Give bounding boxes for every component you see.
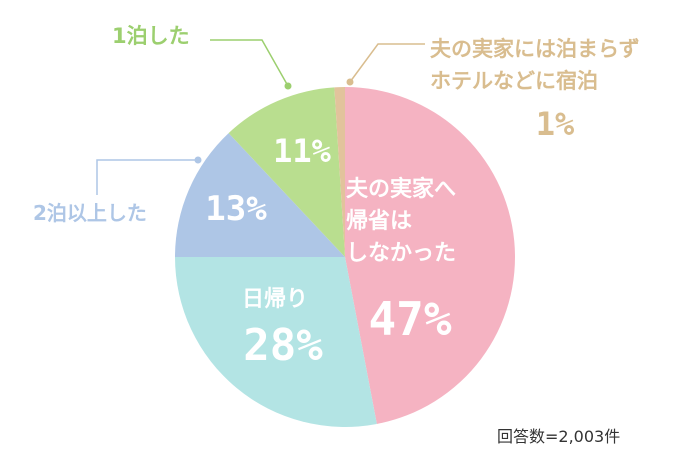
leader-line: [349, 43, 425, 83]
slice-value-label: 11%: [273, 132, 332, 170]
slice-label-line: 帰省は: [346, 209, 412, 234]
leader-line: [210, 39, 289, 87]
slice-label-line: 夫の実家へ: [346, 176, 456, 202]
slice-value-label: 13%: [205, 189, 267, 229]
slice-label-line: ホテルなどに宿泊: [430, 69, 598, 93]
slice-value-label: 47%: [368, 292, 451, 346]
leader-line: [96, 159, 198, 195]
slice-value-label: 1%: [536, 105, 575, 143]
pie-slices: [175, 87, 516, 428]
pie-slice: [175, 257, 377, 428]
slice-label-line: 1泊した: [112, 24, 190, 48]
slice-value-label: 28%: [243, 320, 323, 371]
footnote: 回答数=2,003件: [497, 427, 620, 446]
slice-label-line: 夫の実家には泊まらず: [430, 37, 640, 61]
pie-slice: [334, 87, 345, 257]
slice-label-line: 2泊以上した: [33, 201, 147, 225]
leader-dot: [284, 82, 292, 90]
slice-label-line: 日帰り: [242, 287, 308, 312]
leader-lines: [96, 39, 425, 195]
slice-label-line: しなかった: [346, 241, 456, 266]
pie-slice: [228, 87, 345, 257]
pie-slice: [175, 133, 345, 257]
leader-dot: [194, 156, 202, 164]
pie-slice: [345, 87, 516, 424]
leader-dot: [346, 78, 354, 86]
